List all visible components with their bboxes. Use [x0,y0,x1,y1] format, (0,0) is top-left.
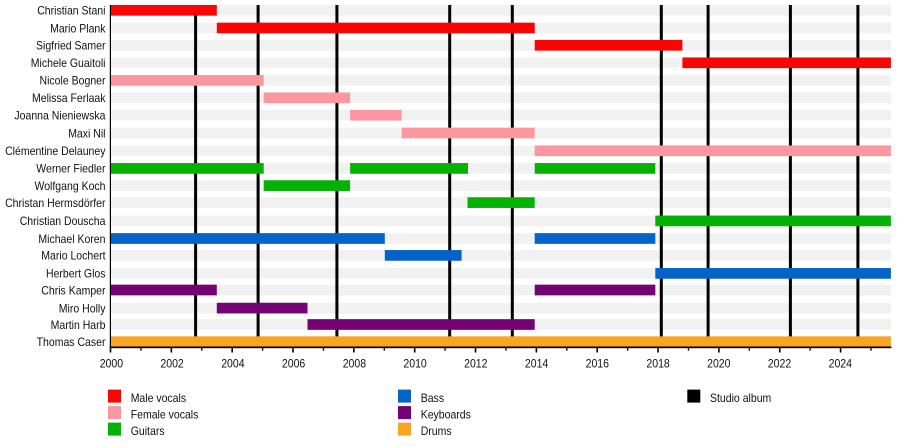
svg-text:2018: 2018 [646,356,670,370]
svg-text:Drums: Drums [421,424,452,438]
svg-text:Christian Douscha: Christian Douscha [20,214,106,228]
svg-text:2008: 2008 [343,356,367,370]
svg-text:Martin Harb: Martin Harb [51,318,106,332]
svg-text:2012: 2012 [464,356,488,370]
svg-text:Joanna Nieniewska: Joanna Nieniewska [14,109,105,123]
svg-text:Nicole Bogner: Nicole Bogner [40,74,106,88]
svg-text:Miro Holly: Miro Holly [59,301,106,315]
svg-text:Michele Guaitoli: Michele Guaitoli [31,56,106,70]
svg-text:Maxi Nil: Maxi Nil [68,126,105,140]
svg-text:Michael Koren: Michael Koren [38,232,105,246]
svg-text:Mario Plank: Mario Plank [50,21,106,35]
svg-text:Christian Stani: Christian Stani [37,4,105,18]
svg-text:Thomas Caser: Thomas Caser [37,335,106,349]
svg-text:Guitars: Guitars [131,424,165,438]
svg-text:Sigfried Samer: Sigfried Samer [36,39,106,53]
svg-text:Clémentine Delauney: Clémentine Delauney [5,144,105,158]
svg-text:Keyboards: Keyboards [421,407,471,421]
svg-text:2016: 2016 [586,356,610,370]
svg-text:Chris Kamper: Chris Kamper [41,283,105,297]
svg-text:2024: 2024 [829,356,853,370]
svg-text:Mario Lochert: Mario Lochert [41,249,106,263]
svg-text:Werner Fiedler: Werner Fiedler [36,162,105,176]
svg-text:2010: 2010 [403,356,427,370]
svg-text:2000: 2000 [100,356,124,370]
svg-text:2020: 2020 [707,356,731,370]
svg-text:Herbert Glos: Herbert Glos [46,267,106,281]
svg-text:Bass: Bass [421,391,444,405]
svg-text:2002: 2002 [160,356,184,370]
svg-text:2022: 2022 [768,356,792,370]
svg-text:Melissa Ferlaak: Melissa Ferlaak [32,91,106,105]
svg-text:Male vocals: Male vocals [131,391,186,405]
svg-text:Wolfgang Koch: Wolfgang Koch [35,179,106,193]
svg-text:Studio album: Studio album [710,391,771,405]
svg-text:2006: 2006 [282,356,306,370]
svg-text:Christan Hermsdörfer: Christan Hermsdörfer [5,196,105,210]
svg-text:2014: 2014 [525,356,549,370]
svg-text:Female vocals: Female vocals [131,407,199,421]
svg-text:2004: 2004 [221,356,245,370]
